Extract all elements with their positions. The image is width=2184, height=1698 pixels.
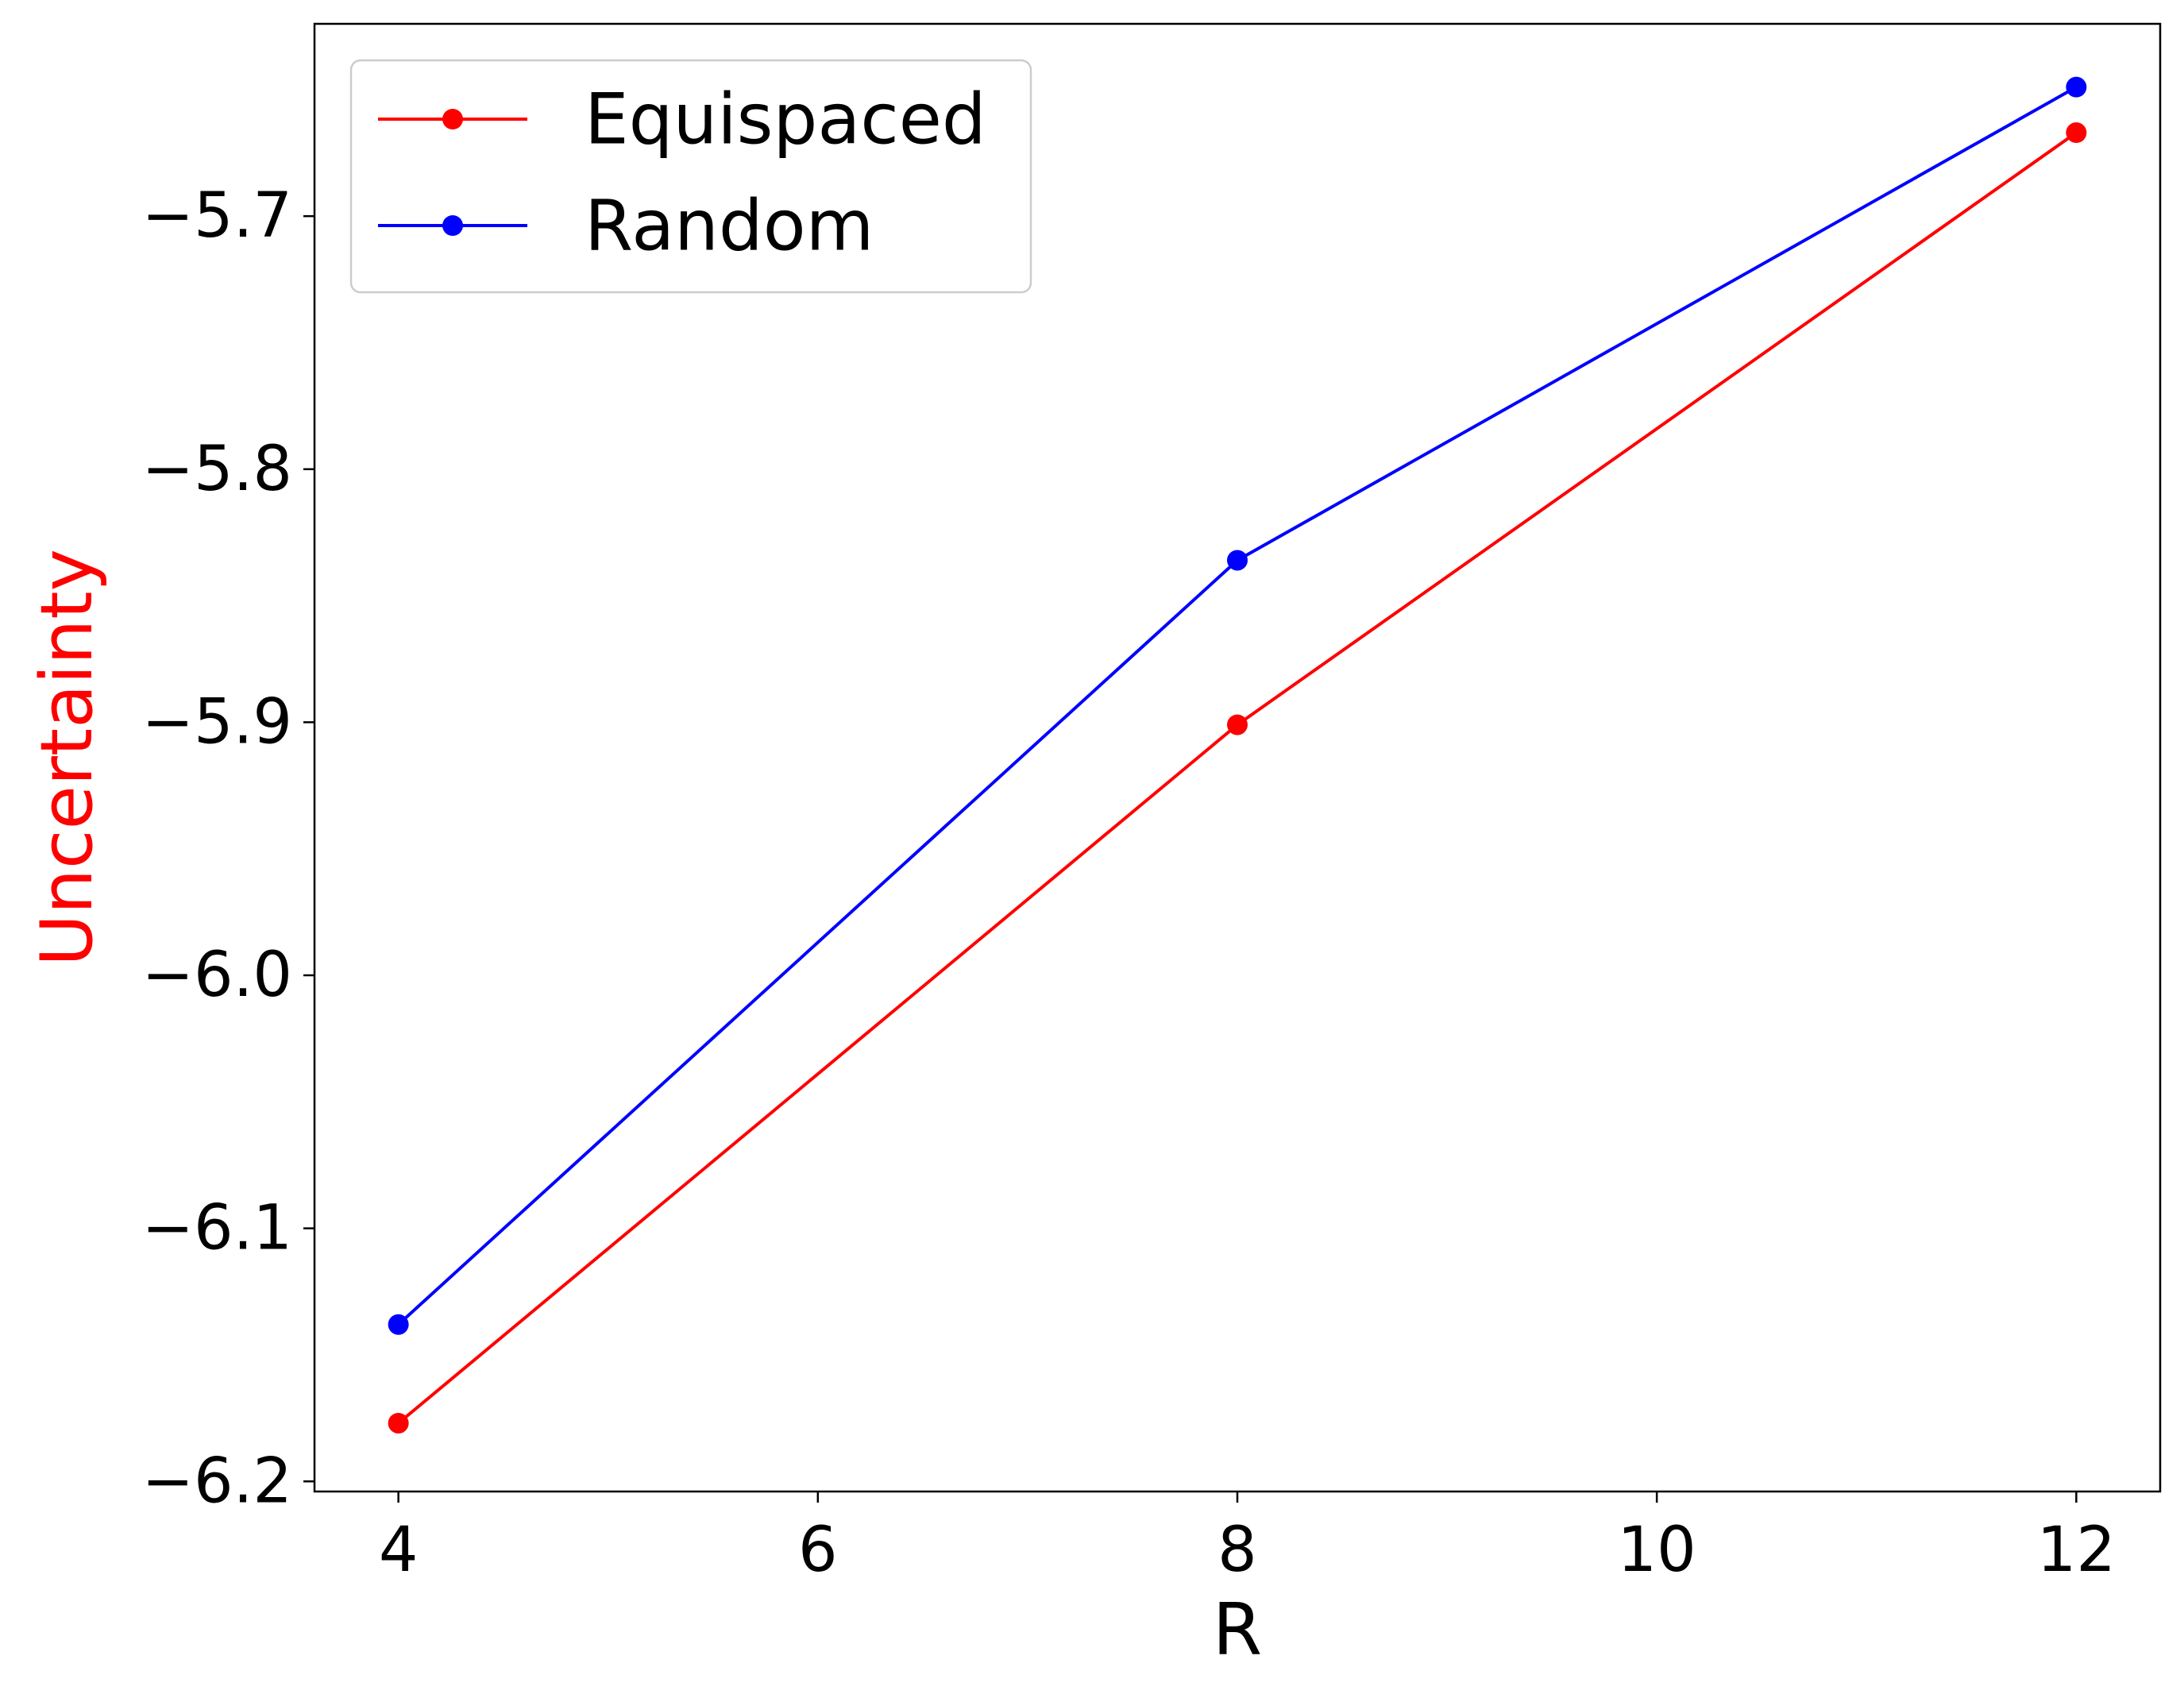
data-point-equispaced <box>388 1412 409 1434</box>
data-point-equispaced <box>1227 714 1248 735</box>
plot-frame <box>313 22 2162 1493</box>
y-tick-label: −6.2 <box>142 1445 292 1517</box>
x-tick-label: 12 <box>2037 1515 2116 1586</box>
y-axis-ticks: −6.2 −6.1 −6.0 −5.9 −5.8 −5.7 <box>142 180 314 1517</box>
x-tick-label: 4 <box>379 1515 419 1586</box>
legend-label-equispaced: Equispaced <box>585 79 986 160</box>
y-tick-label: −6.0 <box>142 940 292 1011</box>
y-tick-label: −5.9 <box>142 686 292 758</box>
legend-label-random: Random <box>585 185 874 267</box>
legend-marker-equispaced <box>442 109 463 129</box>
data-point-random <box>2066 76 2087 98</box>
y-axis-label: Uncertainty <box>25 549 109 967</box>
x-axis-ticks: 4 6 8 10 12 <box>379 1492 2116 1586</box>
x-tick-label: 10 <box>1618 1515 1696 1586</box>
y-tick-label: −6.1 <box>142 1193 292 1264</box>
data-point-equispaced <box>2066 122 2087 144</box>
data-point-random <box>388 1314 409 1335</box>
series-equispaced <box>388 122 2087 1434</box>
y-tick-label: −5.7 <box>142 180 292 252</box>
x-tick-label: 6 <box>798 1515 838 1586</box>
plot-series <box>388 76 2087 1434</box>
y-tick-label: −5.8 <box>142 434 292 505</box>
data-point-random <box>1227 550 1248 571</box>
x-tick-label: 8 <box>1217 1515 1257 1586</box>
series-random <box>388 76 2087 1335</box>
x-axis-label: R <box>1213 1588 1263 1672</box>
legend: Equispaced Random <box>349 59 1032 294</box>
legend-marker-random <box>442 215 463 236</box>
